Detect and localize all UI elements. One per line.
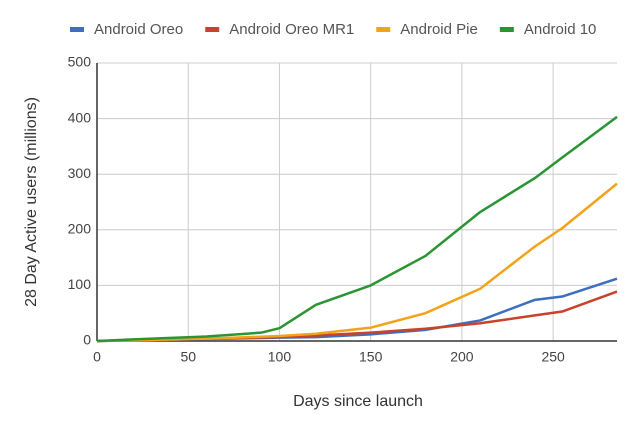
x-axis-label: Days since launch — [293, 393, 423, 410]
y-tick-label: 300 — [68, 165, 92, 181]
x-tick-label: 150 — [359, 349, 383, 365]
x-tick-label: 100 — [268, 349, 292, 365]
legend-label: Android Pie — [400, 21, 478, 38]
line — [96, 115, 618, 343]
line — [96, 290, 618, 343]
legend-swatch — [499, 27, 514, 32]
y-axis-label: 28 Day Active users (millions) — [23, 97, 40, 307]
y-tick-label: 100 — [68, 276, 92, 292]
line — [96, 277, 618, 343]
y-tick-label: 200 — [68, 221, 92, 237]
y-tick-label: 500 — [68, 54, 92, 70]
y-tick-label: 400 — [68, 109, 92, 125]
legend-label: Android Oreo — [94, 21, 183, 38]
line — [96, 182, 618, 343]
y-tick-label: 0 — [83, 332, 91, 348]
legend-swatch — [205, 27, 220, 32]
legend-swatch — [376, 27, 391, 32]
x-tick-label: 200 — [450, 349, 474, 365]
x-tick-label: 250 — [541, 349, 565, 365]
x-tick-label: 50 — [180, 349, 196, 365]
legend-label: Android 10 — [524, 21, 597, 38]
legend-swatch — [70, 27, 84, 32]
x-tick-label: 0 — [93, 349, 101, 365]
legend-label: Android Oreo MR1 — [229, 21, 354, 38]
